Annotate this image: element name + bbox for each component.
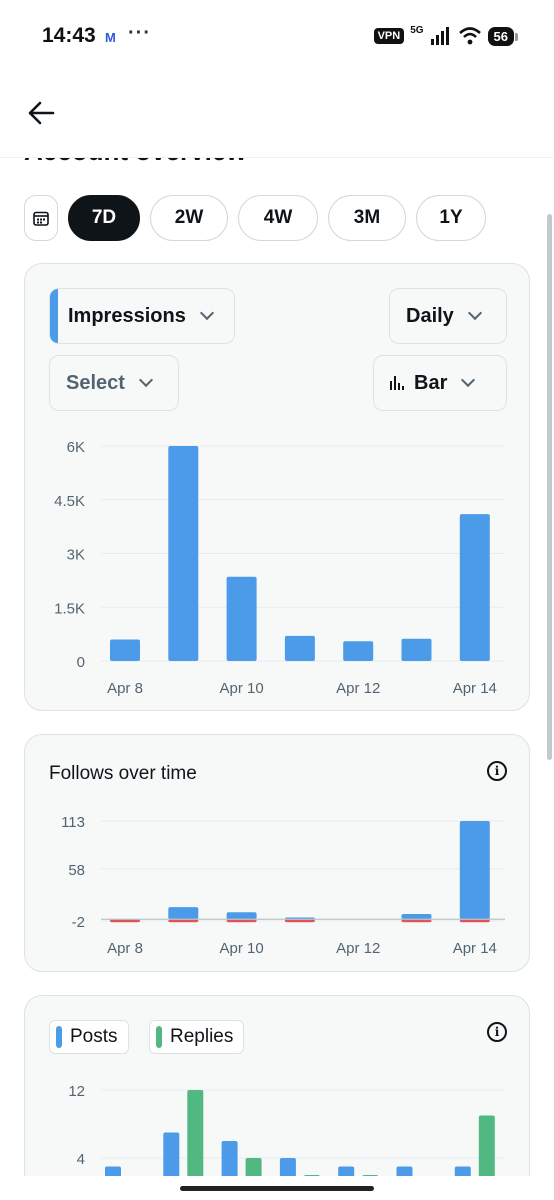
status-bar: 14:43 M ··· VPN 5G 56 [0,0,554,72]
range-chip-2w[interactable]: 2W [150,195,228,241]
x-tick-label: Apr 8 [107,680,143,697]
y-tick-label: 4.5K [54,493,85,510]
bar [226,912,257,920]
battery-indicator: 56 [487,26,519,46]
x-tick-label: Apr 14 [453,680,497,697]
range-chip-1y[interactable]: 1Y [416,195,486,241]
posts-swatch [56,1026,62,1048]
chevron-down-icon [138,372,154,388]
more-notifications-icon: ··· [128,22,151,44]
replies-swatch [156,1026,162,1048]
status-time: 14:43 [42,24,96,47]
bar [168,919,199,923]
bar [459,919,490,923]
y-tick-label: 4 [77,1151,85,1168]
y-tick-label: 3K [67,547,85,564]
bar [110,919,140,923]
chart-type-dropdown[interactable]: Bar [373,355,507,411]
wifi-icon [458,27,481,45]
y-tick-label: 0 [77,654,85,671]
bar [478,1115,495,1192]
chevron-down-icon [199,305,214,321]
bar-chart-icon [390,376,404,390]
info-icon[interactable]: i [487,761,507,781]
info-icon[interactable]: i [487,1022,507,1042]
x-tick-label: Apr 14 [453,940,497,957]
bar [168,446,199,661]
y-tick-label: 1.5K [54,600,85,617]
interval-dropdown[interactable]: Daily [389,288,507,344]
interval-dropdown-label: Daily [406,304,454,327]
bar [401,919,432,923]
back-button[interactable] [22,94,60,132]
impressions-card: Impressions Daily Select Bar 0 1.5K 3K 4.5K… [24,263,530,711]
arrow-left-icon [28,101,55,125]
bar [226,919,257,923]
y-tick-label: 12 [68,1083,85,1100]
follows-card: Follows over time i -2 58 113 Apr 8 Apr 10 Ap… [24,734,530,972]
status-icons: VPN 5G 56 [373,24,519,47]
legend-posts-label: Posts [70,1026,118,1047]
posts-replies-card: Posts Replies i 4 12 [24,995,530,1200]
metric-color-indicator [50,289,58,343]
compare-dropdown[interactable]: Select [49,355,179,411]
impressions-bar-chart: 0 1.5K 3K 4.5K 6K Apr 8 Apr 10 Apr 12 Apr 14 [54,439,505,697]
network-type: 5G [410,24,424,36]
bar [187,1090,204,1192]
calendar-button[interactable] [24,195,58,241]
follows-bar-chart: -2 58 113 Apr 8 Apr 10 Apr 12 Apr 14 [61,814,505,957]
bar [343,641,374,661]
signal-icon [430,27,449,45]
bar [284,635,315,661]
range-chip-7d[interactable]: 7D [68,195,140,241]
gmail-notification-icon: M [105,30,116,45]
follows-card-title: Follows over time [49,763,197,784]
bar [226,576,257,661]
legend-replies-label: Replies [170,1026,234,1047]
x-tick-label: Apr 10 [219,940,263,957]
metric-dropdown[interactable]: Impressions [49,288,235,344]
calendar-icon [33,211,49,226]
x-tick-label: Apr 10 [219,680,263,697]
y-tick-label: 58 [68,862,85,879]
range-chip-4w[interactable]: 4W [238,195,318,241]
x-tick-label: Apr 8 [107,940,143,957]
bar [168,907,199,920]
bar [459,514,490,661]
chart-type-dropdown-label: Bar [414,371,448,394]
home-indicator[interactable] [180,1186,374,1191]
range-chip-3m[interactable]: 3M [328,195,406,241]
bar [401,914,432,920]
x-tick-label: Apr 12 [336,940,380,957]
date-range-selector: 7D 2W 4W 3M 1Y [24,195,486,241]
top-app-bar [0,72,554,158]
y-tick-label: 6K [67,439,85,456]
legend-posts[interactable]: Posts [49,1020,129,1054]
bar [110,639,140,661]
chevron-down-icon [467,305,482,321]
bar [459,821,490,920]
x-tick-label: Apr 12 [336,680,380,697]
bar [401,638,432,661]
scrollbar-thumb[interactable] [547,214,552,760]
vpn-badge: VPN [373,28,405,44]
compare-dropdown-label: Select [66,371,125,394]
y-tick-label: -2 [72,914,85,931]
metric-dropdown-label: Impressions [68,304,186,327]
y-tick-label: 113 [61,814,85,831]
chevron-down-icon [461,372,476,388]
legend-replies[interactable]: Replies [149,1020,245,1054]
bar [284,919,315,923]
